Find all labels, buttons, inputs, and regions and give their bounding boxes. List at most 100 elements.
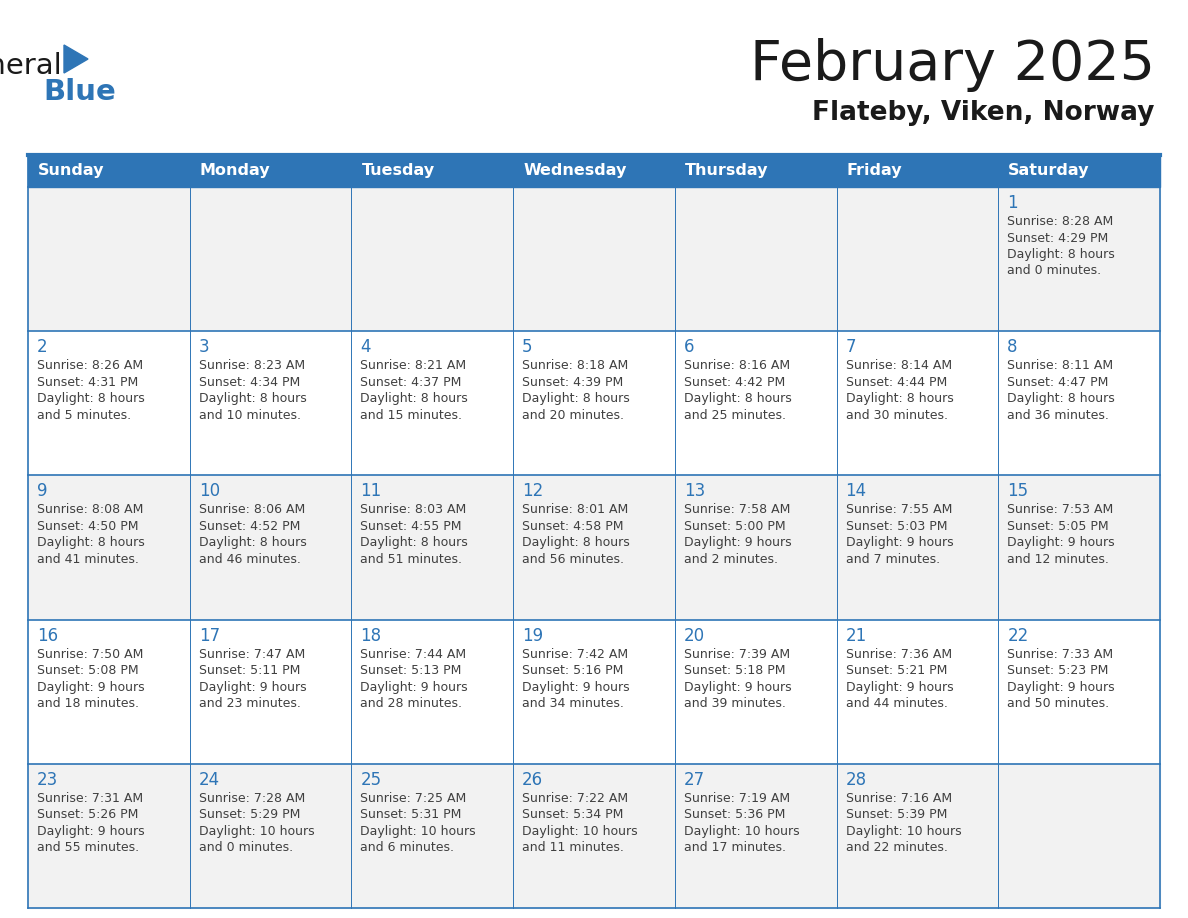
Text: Sunrise: 8:16 AM: Sunrise: 8:16 AM [684, 359, 790, 372]
Text: 20: 20 [684, 627, 704, 644]
Text: Sunset: 4:44 PM: Sunset: 4:44 PM [846, 375, 947, 388]
Text: Sunrise: 7:44 AM: Sunrise: 7:44 AM [360, 647, 467, 661]
Text: Sunrise: 8:14 AM: Sunrise: 8:14 AM [846, 359, 952, 372]
Text: 8: 8 [1007, 338, 1018, 356]
Bar [29, 187, 1159, 331]
Text: and 36 minutes.: and 36 minutes. [1007, 409, 1110, 421]
Text: Sunset: 4:34 PM: Sunset: 4:34 PM [198, 375, 299, 388]
Text: Thursday: Thursday [684, 163, 769, 178]
Text: Daylight: 8 hours: Daylight: 8 hours [198, 536, 307, 549]
Text: Daylight: 9 hours: Daylight: 9 hours [684, 680, 791, 694]
Text: Sunset: 4:31 PM: Sunset: 4:31 PM [37, 375, 138, 388]
Text: Daylight: 8 hours: Daylight: 8 hours [198, 392, 307, 405]
Text: Sunset: 5:23 PM: Sunset: 5:23 PM [1007, 664, 1108, 677]
Text: and 23 minutes.: and 23 minutes. [198, 697, 301, 711]
Text: and 10 minutes.: and 10 minutes. [198, 409, 301, 421]
Text: and 12 minutes.: and 12 minutes. [1007, 553, 1110, 565]
Text: 25: 25 [360, 771, 381, 789]
Text: and 0 minutes.: and 0 minutes. [198, 841, 292, 855]
Bar [29, 620, 1159, 764]
Text: 22: 22 [1007, 627, 1029, 644]
Text: Sunset: 5:21 PM: Sunset: 5:21 PM [846, 664, 947, 677]
Text: Saturday: Saturday [1009, 163, 1089, 178]
Text: 21: 21 [846, 627, 867, 644]
Text: Sunrise: 8:08 AM: Sunrise: 8:08 AM [37, 503, 144, 517]
Text: Daylight: 9 hours: Daylight: 9 hours [198, 680, 307, 694]
Text: Sunrise: 8:01 AM: Sunrise: 8:01 AM [523, 503, 628, 517]
Text: 4: 4 [360, 338, 371, 356]
Text: Sunrise: 7:25 AM: Sunrise: 7:25 AM [360, 792, 467, 805]
Text: Daylight: 9 hours: Daylight: 9 hours [684, 536, 791, 549]
Text: Sunrise: 8:06 AM: Sunrise: 8:06 AM [198, 503, 305, 517]
Text: Sunrise: 8:03 AM: Sunrise: 8:03 AM [360, 503, 467, 517]
Text: and 22 minutes.: and 22 minutes. [846, 841, 948, 855]
Text: Daylight: 8 hours: Daylight: 8 hours [846, 392, 953, 405]
Text: 11: 11 [360, 482, 381, 500]
Text: Sunset: 4:29 PM: Sunset: 4:29 PM [1007, 231, 1108, 244]
Text: and 50 minutes.: and 50 minutes. [1007, 697, 1110, 711]
Text: Sunset: 4:50 PM: Sunset: 4:50 PM [37, 520, 139, 533]
Text: Daylight: 9 hours: Daylight: 9 hours [523, 680, 630, 694]
Text: Sunset: 4:39 PM: Sunset: 4:39 PM [523, 375, 624, 388]
Text: Sunset: 4:42 PM: Sunset: 4:42 PM [684, 375, 785, 388]
Text: Sunset: 5:11 PM: Sunset: 5:11 PM [198, 664, 301, 677]
Text: Sunset: 5:31 PM: Sunset: 5:31 PM [360, 809, 462, 822]
Text: February 2025: February 2025 [750, 38, 1155, 92]
Text: and 55 minutes.: and 55 minutes. [37, 841, 139, 855]
Text: 5: 5 [523, 338, 532, 356]
Text: 12: 12 [523, 482, 543, 500]
Text: and 20 minutes.: and 20 minutes. [523, 409, 624, 421]
Text: 9: 9 [37, 482, 48, 500]
Text: Daylight: 8 hours: Daylight: 8 hours [360, 536, 468, 549]
Text: Sunrise: 8:28 AM: Sunrise: 8:28 AM [1007, 215, 1113, 228]
Text: and 39 minutes.: and 39 minutes. [684, 697, 785, 711]
Text: Sunset: 4:37 PM: Sunset: 4:37 PM [360, 375, 462, 388]
Text: Sunrise: 7:33 AM: Sunrise: 7:33 AM [1007, 647, 1113, 661]
Text: and 0 minutes.: and 0 minutes. [1007, 264, 1101, 277]
Text: Sunrise: 7:31 AM: Sunrise: 7:31 AM [37, 792, 143, 805]
Text: 1: 1 [1007, 194, 1018, 212]
Text: Sunrise: 7:36 AM: Sunrise: 7:36 AM [846, 647, 952, 661]
Text: Sunday: Sunday [38, 163, 105, 178]
Polygon shape [64, 45, 88, 73]
Text: and 28 minutes.: and 28 minutes. [360, 697, 462, 711]
Text: 28: 28 [846, 771, 867, 789]
Text: Sunrise: 7:16 AM: Sunrise: 7:16 AM [846, 792, 952, 805]
Text: and 15 minutes.: and 15 minutes. [360, 409, 462, 421]
Text: Sunset: 5:13 PM: Sunset: 5:13 PM [360, 664, 462, 677]
Text: Daylight: 10 hours: Daylight: 10 hours [523, 824, 638, 838]
Text: and 11 minutes.: and 11 minutes. [523, 841, 624, 855]
Text: Sunset: 5:26 PM: Sunset: 5:26 PM [37, 809, 138, 822]
Text: Daylight: 8 hours: Daylight: 8 hours [360, 392, 468, 405]
Text: Sunrise: 7:39 AM: Sunrise: 7:39 AM [684, 647, 790, 661]
Bar [29, 764, 1159, 908]
Text: Sunset: 5:29 PM: Sunset: 5:29 PM [198, 809, 301, 822]
Text: Daylight: 8 hours: Daylight: 8 hours [37, 392, 145, 405]
Text: Sunset: 5:03 PM: Sunset: 5:03 PM [846, 520, 947, 533]
Text: 18: 18 [360, 627, 381, 644]
Text: and 30 minutes.: and 30 minutes. [846, 409, 948, 421]
Text: and 44 minutes.: and 44 minutes. [846, 697, 948, 711]
Text: and 51 minutes.: and 51 minutes. [360, 553, 462, 565]
Text: and 41 minutes.: and 41 minutes. [37, 553, 139, 565]
Text: Sunset: 4:52 PM: Sunset: 4:52 PM [198, 520, 301, 533]
Text: Friday: Friday [847, 163, 902, 178]
Text: Daylight: 8 hours: Daylight: 8 hours [1007, 248, 1116, 261]
Text: 14: 14 [846, 482, 867, 500]
Text: 24: 24 [198, 771, 220, 789]
Text: Sunrise: 7:28 AM: Sunrise: 7:28 AM [198, 792, 305, 805]
Text: Sunrise: 8:11 AM: Sunrise: 8:11 AM [1007, 359, 1113, 372]
Text: Daylight: 9 hours: Daylight: 9 hours [1007, 536, 1114, 549]
Text: General: General [0, 52, 62, 80]
Text: and 6 minutes.: and 6 minutes. [360, 841, 455, 855]
Text: Sunset: 5:39 PM: Sunset: 5:39 PM [846, 809, 947, 822]
Text: Wednesday: Wednesday [523, 163, 626, 178]
Text: 7: 7 [846, 338, 857, 356]
Text: Blue: Blue [44, 78, 116, 106]
Text: Sunset: 5:00 PM: Sunset: 5:00 PM [684, 520, 785, 533]
Text: Sunrise: 7:55 AM: Sunrise: 7:55 AM [846, 503, 952, 517]
Bar [29, 476, 1159, 620]
Text: Sunrise: 8:21 AM: Sunrise: 8:21 AM [360, 359, 467, 372]
Text: Tuesday: Tuesday [361, 163, 435, 178]
Text: Daylight: 10 hours: Daylight: 10 hours [846, 824, 961, 838]
